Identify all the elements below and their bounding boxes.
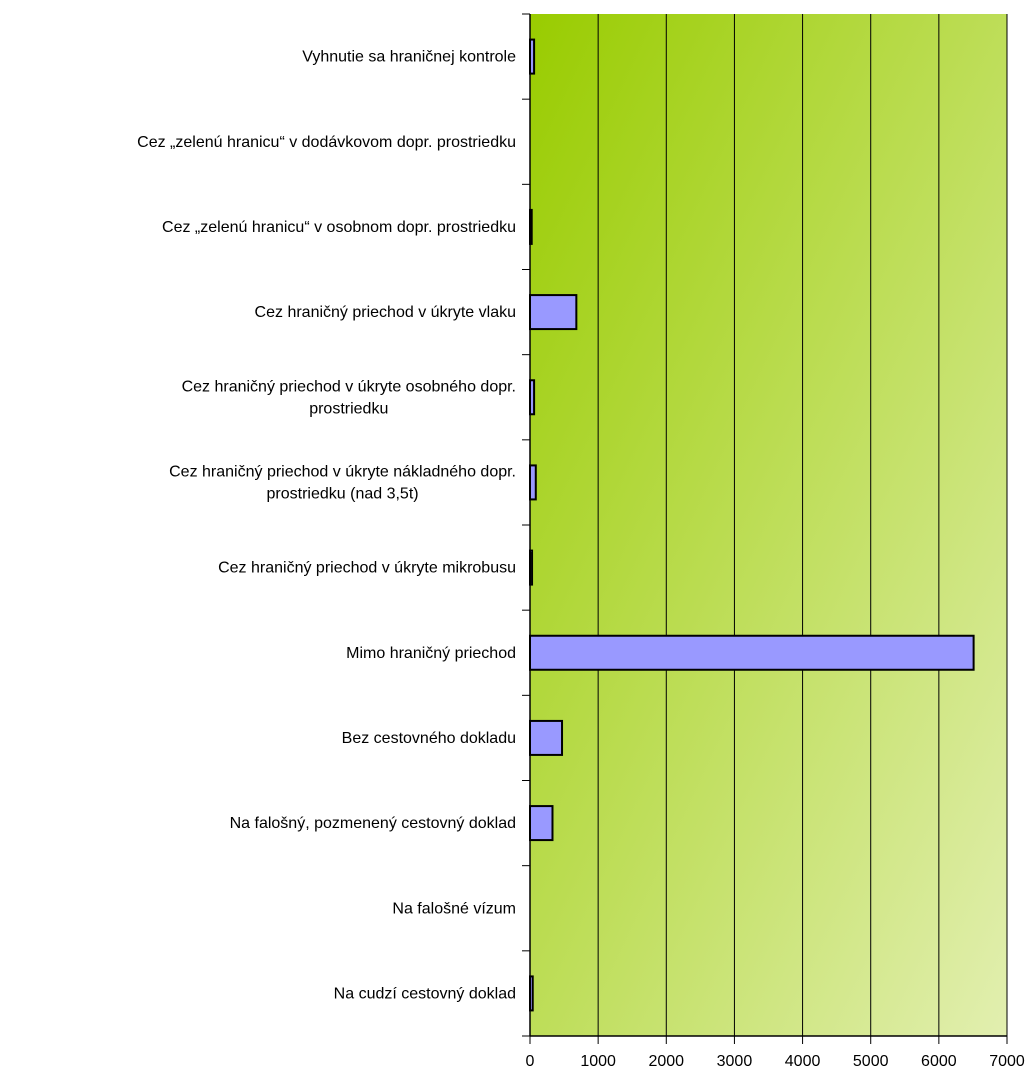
category-label: Cez „zelenú hranicu“ v dodávkovom dopr. … xyxy=(137,133,516,150)
category-label-line: Cez hraničný priechod v úkryte osobného … xyxy=(182,378,516,395)
category-label: Na falošné vízum xyxy=(392,900,516,917)
x-tick-label: 3000 xyxy=(717,1053,753,1070)
category-label: Mimo hraničný priechod xyxy=(346,644,516,661)
category-label: Cez hraničný priechod v úkryte osobného … xyxy=(182,378,516,417)
bar xyxy=(529,294,578,331)
bar xyxy=(529,805,554,842)
x-tick-label: 4000 xyxy=(785,1053,821,1070)
x-tick-labels: 0 1000 2000 3000 4000 5000 6000 7000 xyxy=(526,1053,1025,1070)
category-label-line: Cez „zelenú hranicu“ v dodávkovom dopr. … xyxy=(137,133,516,150)
category-label: Vyhnutie sa hraničnej kontrole xyxy=(302,48,516,65)
gridlines xyxy=(597,14,1008,1036)
category-label-line: Na falošné vízum xyxy=(392,900,516,917)
category-labels: Vyhnutie sa hraničnej kontrole Cez „zelen… xyxy=(137,48,516,1002)
category-label-line: Bez cestovného dokladu xyxy=(342,729,516,746)
category-label-line: Cez hraničný priechod v úkryte mikrobusu xyxy=(218,559,516,576)
bar xyxy=(529,719,564,756)
category-label: Cez hraničný priechod v úkryte vlaku xyxy=(255,304,516,321)
x-tick-label: 7000 xyxy=(989,1053,1025,1070)
plot-area xyxy=(530,14,1007,1036)
category-label-line: Cez „zelenú hranicu“ v osobnom dopr. pro… xyxy=(162,218,516,235)
category-label: Bez cestovného dokladu xyxy=(342,729,516,746)
bar xyxy=(529,464,537,501)
category-label-line: prostriedku xyxy=(309,400,388,417)
category-label-line: Na cudzí cestovný doklad xyxy=(334,985,516,1002)
category-label: Cez hraničný priechod v úkryte nákladnéh… xyxy=(169,463,516,502)
x-tick-label: 2000 xyxy=(648,1053,684,1070)
category-label-line: Na falošný, pozmenený cestovný doklad xyxy=(230,815,516,832)
category-label-line: prostriedku (nad 3,5t) xyxy=(267,485,419,502)
category-label-line: Cez hraničný priechod v úkryte vlaku xyxy=(255,304,516,321)
x-tick-label: 1000 xyxy=(580,1053,616,1070)
category-label-line: Vyhnutie sa hraničnej kontrole xyxy=(302,48,516,65)
x-tick-label: 0 xyxy=(526,1053,535,1070)
category-label: Cez „zelenú hranicu“ v osobnom dopr. pro… xyxy=(162,218,516,235)
category-label-line: Mimo hraničný priechod xyxy=(346,644,516,661)
axes xyxy=(522,13,1008,1044)
category-label-line: Cez hraničný priechod v úkryte nákladnéh… xyxy=(169,463,516,480)
category-label: Cez hraničný priechod v úkryte mikrobusu xyxy=(218,559,516,576)
x-tick-label: 6000 xyxy=(921,1053,957,1070)
category-label: Na cudzí cestovný doklad xyxy=(334,985,516,1002)
category-label: Na falošný, pozmenený cestovný doklad xyxy=(230,815,516,832)
x-tick-label: 5000 xyxy=(853,1053,889,1070)
bar xyxy=(529,634,975,671)
